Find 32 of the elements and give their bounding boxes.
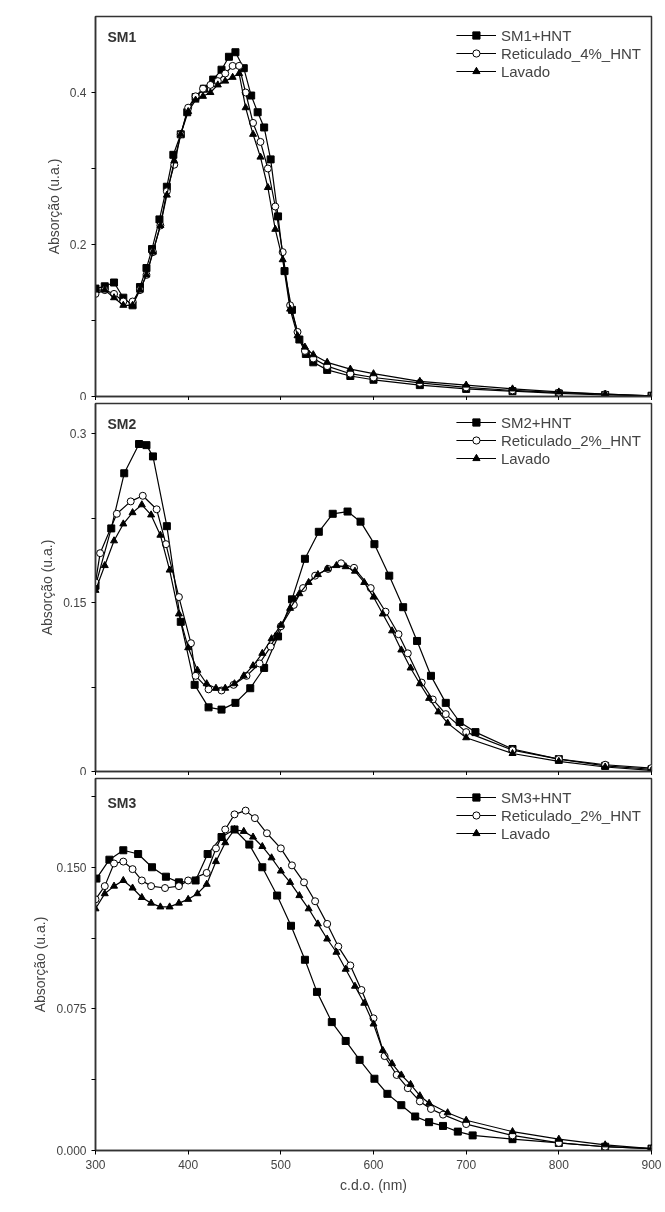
x-tick-label: 600 [363,1157,384,1172]
legend-label: SM3+HNT [500,788,572,806]
legend-label: Reticulado_2%_HNT [500,806,641,824]
annotation: SM2 [107,415,137,432]
x-axis-title: c.d.o. (nm) [340,1176,407,1193]
legend-label: Lavado [500,824,551,842]
legend-label: Lavado [500,62,551,80]
x-tick-label: 300 [85,1157,106,1172]
x-tick-label: 700 [456,1157,477,1172]
x-tick-label: 900 [641,1157,662,1172]
annotation: SM3 [107,794,137,811]
y-tick-label: 0.2 [69,238,87,252]
y-tick-label: 0.150 [56,860,87,875]
text: 0.000 [56,1144,87,1158]
y-tick-label: 0 [79,389,87,404]
legend-label: Reticulado_4%_HNT [500,44,641,62]
y-axis-title: Absorção (u.a.) [32,916,49,1013]
y-axis-title: Absorção (u.a.) [39,539,56,636]
y-tick-label: 0.075 [56,1002,87,1017]
y-tick-label: 0 [79,764,87,779]
legend-label: Lavado [500,449,551,467]
x-tick-label: 800 [548,1157,570,1172]
y-axis-title: Absorção (u.a.) [45,158,62,255]
legend-label: Reticulado_2%_HNT [500,431,641,449]
y-tick-label: 0.15 [63,596,87,611]
x-tick-label: 500 [270,1157,292,1172]
annotation: SM1 [107,28,137,45]
y-tick-label: 0.4 [69,86,87,100]
legend-label: SM1+HNT [500,26,572,44]
x-tick-label: 400 [178,1157,199,1172]
legend-label: SM2+HNT [500,413,572,431]
y-tick-label: 0.3 [69,427,87,442]
